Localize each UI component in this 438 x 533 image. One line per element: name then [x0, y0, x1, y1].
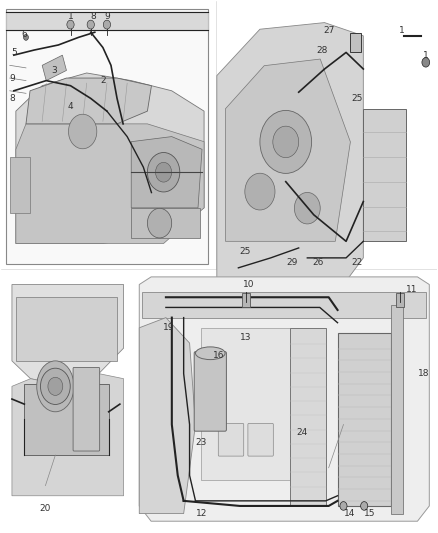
Bar: [290, 328, 326, 506]
Text: 8: 8: [9, 94, 15, 103]
Circle shape: [68, 114, 97, 149]
FancyBboxPatch shape: [218, 423, 244, 456]
Text: 28: 28: [317, 46, 328, 55]
Text: 27: 27: [323, 26, 335, 35]
Text: 10: 10: [243, 280, 254, 289]
Bar: [350, 33, 361, 52]
Circle shape: [48, 377, 63, 395]
Polygon shape: [139, 277, 429, 521]
Text: 20: 20: [40, 504, 51, 513]
FancyBboxPatch shape: [248, 423, 273, 456]
Circle shape: [148, 152, 180, 192]
Circle shape: [67, 20, 74, 29]
FancyBboxPatch shape: [73, 367, 99, 451]
Text: 12: 12: [196, 509, 207, 518]
Polygon shape: [142, 292, 426, 318]
Text: 15: 15: [364, 509, 376, 518]
Polygon shape: [226, 59, 350, 241]
Text: 25: 25: [351, 94, 363, 103]
Bar: [242, 293, 250, 306]
Circle shape: [273, 126, 299, 158]
Text: 9: 9: [104, 12, 110, 21]
Ellipse shape: [37, 361, 74, 412]
Text: 13: 13: [240, 334, 251, 343]
Text: 24: 24: [297, 427, 307, 437]
Polygon shape: [16, 297, 117, 361]
Text: 29: 29: [286, 259, 298, 268]
FancyBboxPatch shape: [194, 352, 226, 431]
Ellipse shape: [195, 347, 225, 360]
Text: 2: 2: [100, 76, 106, 85]
Circle shape: [360, 502, 368, 510]
Bar: [25, 384, 109, 455]
Circle shape: [24, 35, 28, 41]
Polygon shape: [42, 55, 67, 80]
Bar: [391, 305, 403, 514]
Text: 3: 3: [51, 66, 57, 75]
Text: 5: 5: [11, 48, 17, 57]
Polygon shape: [12, 374, 124, 496]
Bar: [363, 109, 406, 241]
Text: 1: 1: [423, 51, 429, 60]
Polygon shape: [26, 78, 152, 124]
Text: 14: 14: [344, 509, 355, 518]
Text: 19: 19: [163, 324, 175, 332]
Text: 1: 1: [67, 12, 74, 21]
Circle shape: [87, 20, 94, 29]
Text: 9: 9: [9, 74, 15, 83]
Text: 4: 4: [68, 102, 73, 110]
Bar: [6, 10, 208, 264]
Polygon shape: [217, 22, 363, 281]
Circle shape: [40, 368, 70, 405]
Circle shape: [294, 192, 320, 224]
Bar: [10, 157, 30, 213]
Polygon shape: [131, 136, 202, 208]
Text: 1: 1: [399, 26, 405, 35]
Circle shape: [340, 502, 347, 510]
Polygon shape: [139, 318, 195, 514]
Text: 23: 23: [196, 438, 207, 447]
Polygon shape: [131, 208, 200, 238]
Polygon shape: [201, 328, 290, 480]
Circle shape: [103, 20, 110, 29]
Text: 22: 22: [351, 259, 363, 268]
Polygon shape: [16, 73, 204, 244]
Circle shape: [260, 110, 311, 173]
Text: 25: 25: [239, 247, 251, 256]
Text: 16: 16: [213, 351, 225, 360]
Polygon shape: [12, 285, 124, 386]
Text: 18: 18: [417, 369, 429, 378]
Text: 8: 8: [90, 12, 95, 21]
Bar: [338, 333, 391, 506]
Text: 6: 6: [21, 30, 27, 39]
Circle shape: [155, 163, 172, 182]
Text: 11: 11: [406, 285, 417, 294]
Polygon shape: [16, 124, 204, 244]
Bar: [396, 293, 404, 306]
Circle shape: [245, 173, 275, 210]
Text: 26: 26: [312, 259, 324, 268]
Circle shape: [422, 58, 430, 67]
Circle shape: [148, 208, 172, 238]
